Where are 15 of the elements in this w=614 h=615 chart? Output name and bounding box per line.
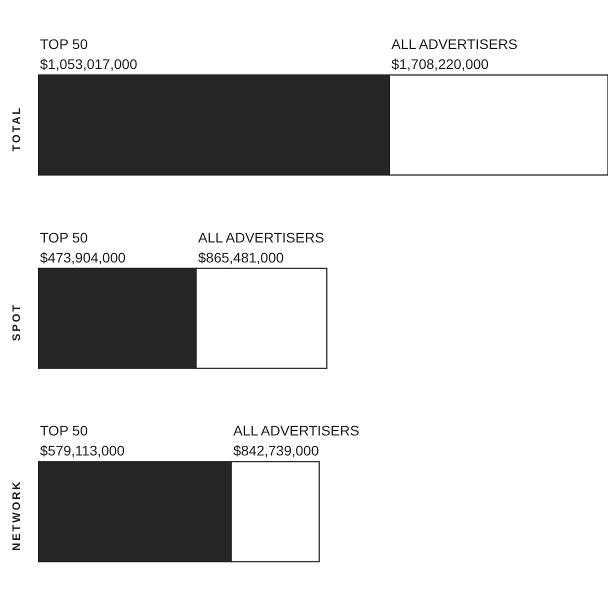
series-label: TOP 50	[40, 229, 88, 246]
text: TOP 50	[40, 36, 88, 52]
total-label: $865,481,000	[198, 249, 284, 266]
y-tick-label: TOTAL	[11, 106, 23, 152]
text: TOP 50	[40, 422, 88, 439]
text: ALL ADVERTISERS	[391, 36, 518, 52]
total-label: $1,708,220,000	[391, 56, 489, 72]
text: ALL ADVERTISERS	[233, 422, 360, 439]
y-tick-label: NETWORK	[11, 480, 23, 551]
total-label: $842,739,000	[233, 442, 320, 459]
data-label: $473,904,000	[40, 249, 126, 266]
data-label: $1,053,017,000	[40, 56, 138, 72]
y-tick-label: SPOT	[11, 303, 23, 341]
data-label: $579,113,000	[40, 442, 125, 459]
series-label: ALL ADVERTISERS	[198, 229, 324, 246]
